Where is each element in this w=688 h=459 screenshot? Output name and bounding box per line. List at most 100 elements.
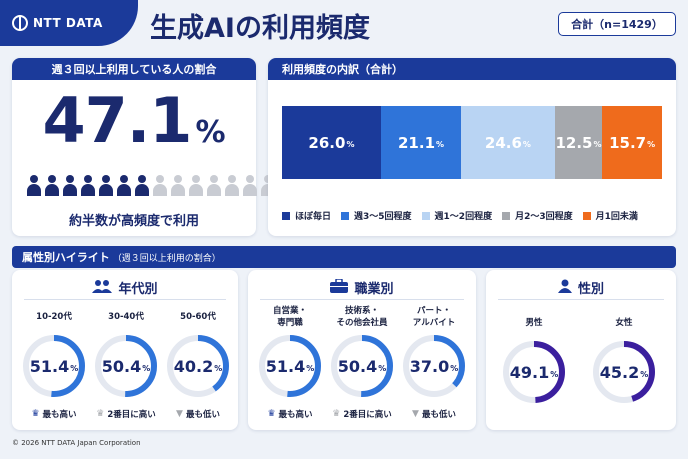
rank-label: ♛ 最も高い (20, 408, 88, 420)
donut-arc (95, 335, 157, 397)
brand-logo: NTT DATA (0, 0, 138, 46)
rank-text: 2番目に高い (343, 410, 392, 420)
donut-category-line: パート・ (416, 306, 451, 316)
donut-metric: 男性 49.1% (500, 310, 568, 406)
donut-value-number: 40.2 (173, 356, 214, 376)
rank-text: 2番目に高い (107, 410, 156, 420)
frequency-breakdown-card: 利用頻度の内訳（合計） 26.0% 21.1% 24.6% 12.5% 15.7% ほぼ… (268, 58, 676, 236)
donut-value: 50.4% (328, 332, 396, 400)
donut-arc (167, 335, 229, 397)
down-triangle-icon: ▼ (176, 409, 183, 419)
bar-segment-unit: % (593, 140, 602, 149)
donut-metric: 50-60代 40.2% ▼ 最も低い (164, 304, 232, 420)
donut-category-label: 女性 (615, 318, 633, 328)
donut-metric: パート・ アルバイト 37.0% ▼ 最も低い (400, 304, 468, 420)
donut-arc (331, 335, 393, 397)
briefcase-icon (330, 277, 349, 297)
donut-ring: 40.2% (164, 332, 232, 400)
donut-value-unit: % (550, 370, 559, 379)
people-pictogram (26, 175, 276, 197)
crown-icon: ♛ (332, 409, 341, 419)
donut-arc (593, 341, 655, 403)
crown-icon: ♛ (31, 409, 40, 419)
stacked-bar-chart: 26.0% 21.1% 24.6% 12.5% 15.7% (282, 106, 662, 179)
person-empty-icon (206, 175, 222, 197)
people-icon (92, 279, 113, 297)
donut-arc (403, 335, 465, 397)
legend-item: ほぼ毎日 (282, 209, 331, 222)
person-filled-icon (80, 175, 96, 197)
donut-category-line: その他会社員 (336, 318, 388, 328)
person-filled-icon (26, 175, 42, 197)
donut-arc (259, 335, 321, 397)
bar-segment: 24.6% (461, 106, 555, 179)
donut-category-label: 技術系・ その他会社員 (328, 304, 396, 330)
rank-label: ▼ 最も低い (164, 408, 232, 420)
person-empty-icon (152, 175, 168, 197)
person-icon (557, 279, 572, 297)
legend-swatch (341, 211, 350, 220)
donut-category-label: 自営業・ 専門職 (256, 304, 324, 330)
donut-value-unit: % (378, 364, 387, 373)
donut-arc (503, 341, 565, 403)
bar-segment-value: 12.5 (555, 133, 593, 152)
legend-item: 週3～5回程度 (341, 209, 412, 222)
rank-label: ♛ 最も高い (256, 408, 324, 420)
bar-segment: 15.7% (602, 106, 662, 179)
high-frequency-rate-card: 週３回以上利用している人の割合 47.1% 約半数が高頻度で利用 (12, 58, 275, 236)
crown-icon: ♛ (267, 409, 276, 419)
bar-segment-value: 26.0 (308, 133, 346, 152)
total-sample-badge: 合計（n=1429） (558, 12, 676, 36)
ntt-data-logo-icon (12, 15, 28, 31)
person-filled-icon (134, 175, 150, 197)
breakdown-card-header: 利用頻度の内訳（合計） (268, 58, 676, 80)
donut-category-label: パート・ アルバイト (400, 304, 468, 330)
legend-swatch (421, 211, 430, 220)
rate-card-header: 週３回以上利用している人の割合 (12, 58, 256, 80)
rank-text: 最も高い (278, 410, 313, 420)
donut-value-unit: % (450, 364, 459, 373)
donut-metric: 技術系・ その他会社員 50.4% ♛ 2番目に高い (328, 304, 396, 420)
person-empty-icon (170, 175, 186, 197)
highlight-section-header: 属性別ハイライト （週３回以上利用の割合） (12, 246, 676, 268)
donut-ring: 49.1% (500, 338, 568, 406)
donut-metric: 女性 45.2% (590, 310, 658, 406)
person-filled-icon (62, 175, 78, 197)
donut-value: 51.4% (20, 332, 88, 400)
donut-value: 40.2% (164, 332, 232, 400)
donut-metric: 30-40代 50.4% ♛ 2番目に高い (92, 304, 160, 420)
bar-segment-value: 21.1 (398, 133, 436, 152)
legend-label: 週1～2回程度 (434, 212, 493, 222)
chart-legend: ほぼ毎日 週3～5回程度 週1～2回程度 月2～3回程度 月1回未満 (282, 209, 638, 222)
legend-label: 月1回未満 (595, 212, 638, 222)
legend-item: 週1～2回程度 (421, 209, 493, 222)
person-empty-icon (224, 175, 240, 197)
donut-value: 45.2% (590, 338, 658, 406)
donut-ring: 51.4% (256, 332, 324, 400)
divider (498, 299, 664, 300)
brand-logo-text: NTT DATA (33, 16, 103, 30)
job-group-title: 職業別 (354, 282, 394, 297)
person-filled-icon (44, 175, 60, 197)
donut-value-number: 37.0 (409, 356, 450, 376)
person-empty-icon (242, 175, 258, 197)
highlight-title: 属性別ハイライト (22, 251, 110, 264)
rate-value: 47.1% (12, 84, 256, 157)
donut-arc (23, 335, 85, 397)
donut-metric: 10-20代 51.4% ♛ 最も高い (20, 304, 88, 420)
donut-category-line: 自営業・ (272, 306, 307, 316)
donut-category-label: 30-40代 (108, 312, 144, 322)
legend-item: 月2～3回程度 (502, 209, 573, 222)
donut-value: 49.1% (500, 338, 568, 406)
donut-category-label: 50-60代 (180, 312, 216, 322)
divider (24, 299, 226, 300)
donut-value-number: 49.1 (509, 362, 550, 382)
donut-value-number: 50.4 (337, 356, 378, 376)
legend-label: 月2～3回程度 (515, 212, 573, 222)
donut-ring: 37.0% (400, 332, 468, 400)
rank-text: 最も高い (42, 410, 77, 420)
rank-text: 最も低い (421, 410, 456, 420)
donut-value-unit: % (640, 370, 649, 379)
copyright-footer: © 2026 NTT DATA Japan Corporation (12, 439, 141, 447)
gender-group-card: 性別 男性 49.1% 女性 45.2% (486, 270, 676, 430)
